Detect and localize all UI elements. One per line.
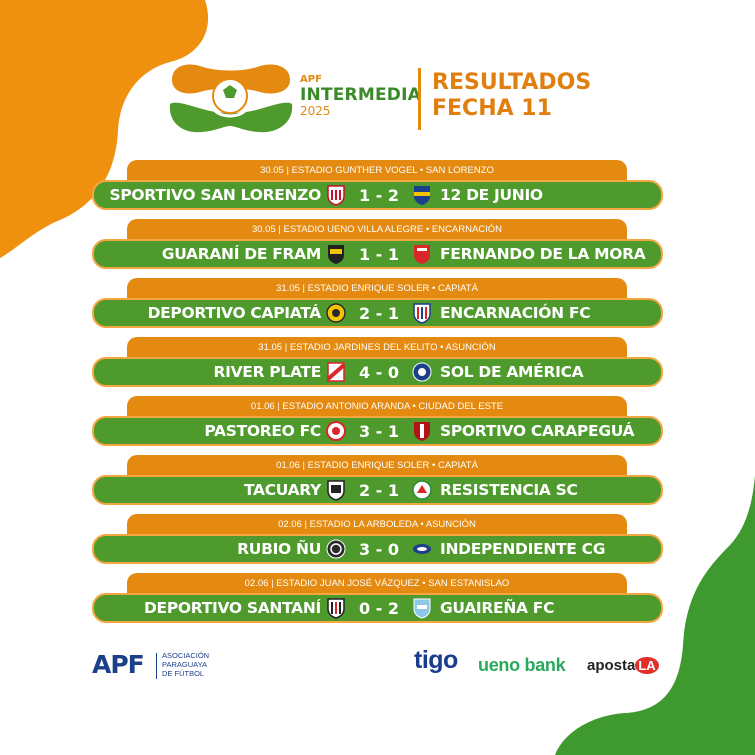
sol-de-america-crest-icon [412,362,432,382]
score: 2 - 1 [358,304,400,323]
match-result-bar: GUARANÍ DE FRAM 1 - 1 FERNANDO DE LA MOR… [92,239,663,269]
apf-line-2: PARAGUAYA [162,660,208,669]
match-card: 02.06 | ESTADIO JUAN JOSÉ VÁZQUEZ • SAN … [92,573,663,625]
away-team: ENCARNACIÓN FC [440,304,591,322]
title-line-2: FECHA 11 [432,96,552,121]
apf-logo-text: APF [92,650,145,679]
resistencia-sc-crest-icon [412,480,432,500]
match-info: 31.05 | ESTADIO JARDINES DEL KELITO • AS… [127,337,627,359]
away-team: RESISTENCIA SC [440,481,578,499]
match-result-bar: PASTOREO FC 3 - 1 SPORTIVO CARAPEGUÁ [92,416,663,446]
intermedia-logo-icon [169,64,293,133]
home-team: SPORTIVO SAN LORENZO [109,186,321,204]
match-card: 31.05 | ESTADIO JARDINES DEL KELITO • AS… [92,337,663,389]
apf-line-3: DE FÚTBOL [162,669,205,678]
tigo-sponsor-logo: tigo [414,646,458,674]
header: APF INTERMEDIA 2025 RESULTADOS FECHA 11 [166,60,596,140]
match-card: 31.05 | ESTADIO ENRIQUE SOLER • CAPIATÁ … [92,278,663,330]
score: 1 - 1 [358,245,400,264]
home-team: DEPORTIVO CAPIATÁ [147,304,322,322]
score: 2 - 1 [358,481,400,500]
match-card: 01.06 | ESTADIO ANTONIO ARANDA • CIUDAD … [92,396,663,448]
score: 0 - 2 [358,599,400,618]
orange-corner-shape [0,0,209,258]
match-info: 02.06 | ESTADIO JUAN JOSÉ VÁZQUEZ • SAN … [127,573,627,595]
home-team: RUBIO ÑU [237,540,321,558]
match-info: 01.06 | ESTADIO ANTONIO ARANDA • CIUDAD … [127,396,627,418]
match-result-bar: DEPORTIVO SANTANÍ 0 - 2 GUAIREÑA FC [92,593,663,623]
match-info: 02.06 | ESTADIO LA ARBOLEDA • ASUNCIÓN [127,514,627,536]
independiente-cg-crest-icon [413,544,431,554]
away-team: INDEPENDIENTE CG [440,540,606,558]
header-divider [418,68,421,130]
logo-intermedia-text: INTERMEDIA [300,85,421,105]
match-card: 01.06 | ESTADIO ENRIQUE SOLER • CAPIATÁ … [92,455,663,507]
home-team: PASTOREO FC [204,422,321,440]
sportivo-carapegua-crest-icon [414,422,430,441]
match-result-bar: TACUARY 2 - 1 RESISTENCIA SC [92,475,663,505]
match-card: 30.05 | ESTADIO UENO VILLA ALEGRE • ENCA… [92,219,663,271]
fernando-de-la-mora-crest-icon [414,245,430,264]
away-team: 12 DE JUNIO [440,186,543,204]
home-team: DEPORTIVO SANTANÍ [143,599,321,617]
rubio-nu-crest-icon [326,539,346,559]
apf-logo-divider [156,653,157,679]
away-team: FERNANDO DE LA MORA [440,245,646,263]
away-team: SOL DE AMÉRICA [440,363,584,381]
pastoreo-fc-crest-icon [326,421,346,441]
apostala-text: aposta [587,657,636,674]
green-corner-shape [555,475,755,755]
apf-full-name: ASOCIACIÓN PARAGUAYA DE FÚTBOL [162,651,222,678]
river-plate-crest-icon [326,362,346,382]
match-card: 30.05 | ESTADIO GUNTHER VOGEL • SAN LORE… [92,160,663,212]
apostala-sponsor-logo: aposta LA [587,657,659,674]
deportivo-capiata-crest-icon [326,303,346,323]
match-info: 30.05 | ESTADIO GUNTHER VOGEL • SAN LORE… [127,160,627,182]
home-team: RIVER PLATE [213,363,321,381]
home-team: GUARANÍ DE FRAM [161,245,322,263]
score: 1 - 2 [358,186,400,205]
match-result-bar: SPORTIVO SAN LORENZO 1 - 2 12 DE JUNIO [92,180,663,210]
away-team: GUAIREÑA FC [440,599,555,617]
title-line-1: RESULTADOS [432,70,592,95]
sportivo-san-lorenzo-crest-icon [327,185,345,206]
score: 4 - 0 [358,363,400,382]
away-team: SPORTIVO CARAPEGUÁ [440,422,635,440]
deportivo-santani-crest-icon [327,598,345,619]
apf-line-1: ASOCIACIÓN [162,651,210,660]
score: 3 - 0 [358,540,400,559]
logo-year-text: 2025 [300,104,331,118]
encarnacion-fc-crest-icon [413,303,431,324]
match-result-bar: DEPORTIVO CAPIATÁ 2 - 1 ENCARNACIÓN FC [92,298,663,328]
match-card: 02.06 | ESTADIO LA ARBOLEDA • ASUNCIÓN R… [92,514,663,566]
ueno-bank-sponsor-logo: ueno bank [478,655,566,675]
match-info: 30.05 | ESTADIO UENO VILLA ALEGRE • ENCA… [127,219,627,241]
logo-apf-text: APF [300,74,322,85]
match-info: 31.05 | ESTADIO ENRIQUE SOLER • CAPIATÁ [127,278,627,300]
guairena-fc-crest-icon [413,598,431,619]
apostala-badge: LA [635,657,659,674]
match-info: 01.06 | ESTADIO ENRIQUE SOLER • CAPIATÁ [127,455,627,477]
match-result-bar: RUBIO ÑU 3 - 0 INDEPENDIENTE CG [92,534,663,564]
page-title: RESULTADOS FECHA 11 [432,70,591,122]
intermedia-logo-text: APF INTERMEDIA 2025 [300,74,421,118]
match-result-bar: RIVER PLATE 4 - 0 SOL DE AMÉRICA [92,357,663,387]
home-team: TACUARY [243,481,321,499]
12-de-junio-crest-icon [414,186,430,205]
guarani-de-fram-crest-icon [328,245,344,264]
score: 3 - 1 [358,422,400,441]
tacuary-crest-icon [327,480,345,501]
